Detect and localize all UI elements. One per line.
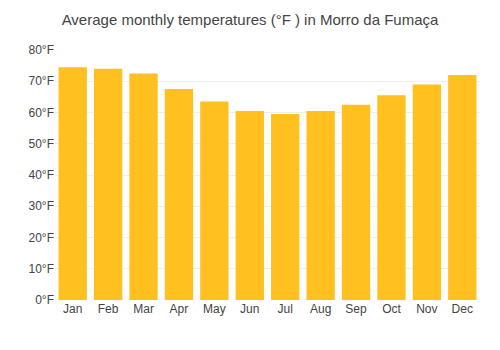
svg-text:Nov: Nov — [416, 302, 437, 316]
svg-text:Jun: Jun — [240, 302, 259, 316]
svg-text:Oct: Oct — [382, 302, 401, 316]
svg-text:Apr: Apr — [170, 302, 189, 316]
svg-text:60°F: 60°F — [29, 106, 54, 120]
svg-text:50°F: 50°F — [29, 137, 54, 151]
svg-text:30°F: 30°F — [29, 199, 54, 213]
svg-text:0°F: 0°F — [35, 293, 54, 307]
svg-text:40°F: 40°F — [29, 168, 54, 182]
svg-text:70°F: 70°F — [29, 74, 54, 88]
svg-text:Dec: Dec — [452, 302, 473, 316]
svg-text:80°F: 80°F — [29, 43, 54, 57]
svg-text:Sep: Sep — [345, 302, 367, 316]
svg-text:Average monthly temperatures (: Average monthly temperatures (°F ) in Mo… — [62, 11, 439, 28]
svg-text:Aug: Aug — [310, 302, 331, 316]
svg-text:May: May — [203, 302, 226, 316]
svg-text:20°F: 20°F — [29, 231, 54, 245]
svg-text:Feb: Feb — [98, 302, 119, 316]
svg-text:Mar: Mar — [133, 302, 154, 316]
svg-text:Jan: Jan — [63, 302, 82, 316]
svg-text:Jul: Jul — [278, 302, 293, 316]
svg-text:10°F: 10°F — [29, 262, 54, 276]
